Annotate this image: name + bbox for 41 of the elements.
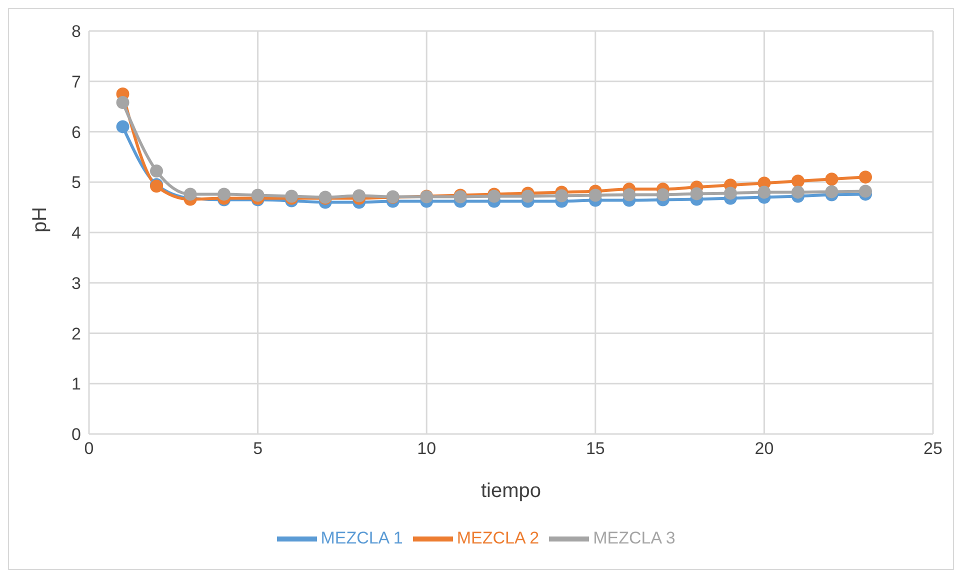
point bbox=[791, 186, 804, 199]
point bbox=[251, 188, 264, 202]
legend-label: MEZCLA 2 bbox=[456, 528, 540, 548]
y-tick-label: 6 bbox=[72, 122, 81, 142]
point bbox=[791, 174, 804, 188]
point bbox=[555, 189, 568, 202]
x-tick-label: 20 bbox=[754, 439, 774, 458]
y-tick-label: 7 bbox=[72, 72, 81, 92]
point bbox=[218, 188, 231, 201]
y-tick-label: 4 bbox=[72, 224, 81, 243]
point bbox=[622, 188, 636, 202]
y-tick-label: 0 bbox=[72, 425, 81, 444]
point bbox=[656, 188, 670, 202]
x-tick-label: 15 bbox=[586, 439, 605, 458]
point bbox=[150, 164, 164, 178]
legend-label: MEZCLA 3 bbox=[593, 528, 676, 548]
y-tick-label: 8 bbox=[72, 22, 81, 42]
y-tick-label: 5 bbox=[72, 173, 81, 192]
x-axis-title: tiempo bbox=[480, 480, 542, 502]
legend-label: MEZCLA 1 bbox=[320, 528, 403, 548]
point bbox=[116, 120, 130, 134]
y-tick-label: 3 bbox=[72, 274, 81, 293]
point bbox=[825, 185, 838, 198]
x-tick-label: 25 bbox=[924, 439, 942, 458]
point bbox=[521, 190, 534, 203]
point bbox=[858, 170, 872, 184]
point bbox=[184, 188, 197, 201]
point bbox=[758, 186, 771, 199]
point bbox=[690, 187, 704, 200]
point bbox=[352, 189, 366, 202]
point bbox=[116, 96, 130, 110]
y-tick-label: 1 bbox=[72, 374, 81, 394]
y-tick-label: 2 bbox=[72, 324, 81, 344]
point bbox=[588, 188, 602, 202]
y-axis-title: pH bbox=[29, 206, 52, 232]
point bbox=[825, 172, 838, 186]
point bbox=[858, 184, 872, 198]
x-tick-label: 5 bbox=[253, 439, 263, 458]
x-tick-label: 0 bbox=[84, 439, 94, 458]
point bbox=[724, 186, 737, 200]
x-tick-label: 10 bbox=[417, 439, 436, 458]
